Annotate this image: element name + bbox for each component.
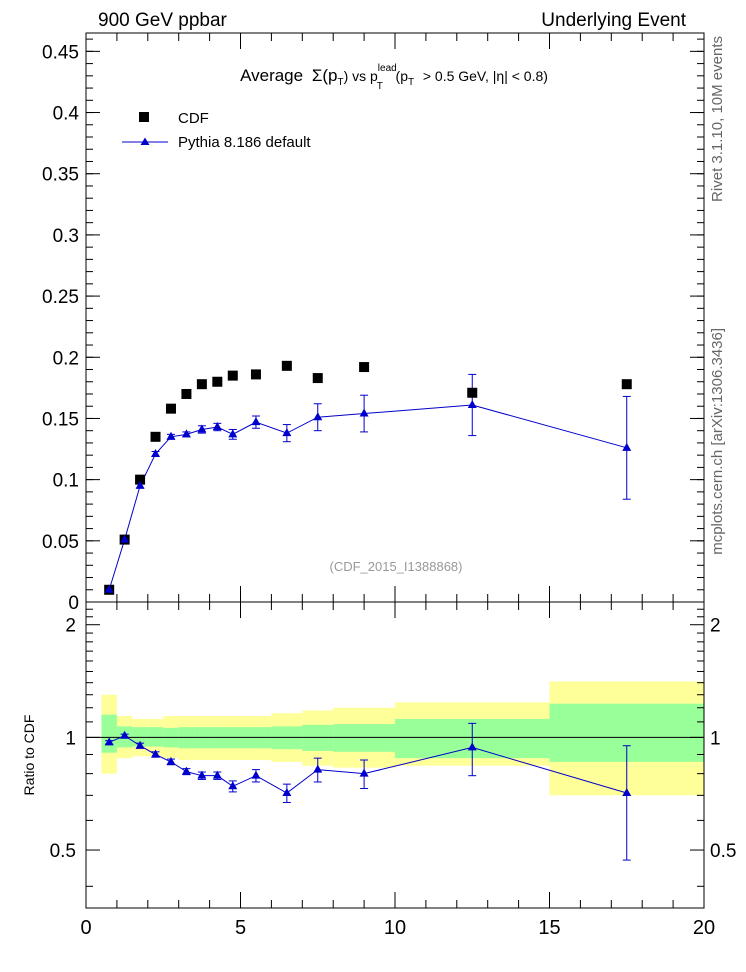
ratio-pythia-point <box>622 788 632 797</box>
ratio-ytick-label-right: 0.5 <box>710 841 736 862</box>
ratio-pythia-point <box>282 788 292 797</box>
main-ytick-label: 0.4 <box>53 104 80 125</box>
legend: CDF Pythia 8.186 default <box>122 110 311 151</box>
main-pythia-point <box>228 429 238 438</box>
main-marks <box>104 360 632 595</box>
main-pythia-point <box>212 422 222 431</box>
ratio-pythia-point <box>359 768 369 777</box>
ratio-pythia-point <box>228 781 238 790</box>
main-pythia-point <box>197 424 207 433</box>
title-cut-open: (p <box>396 68 409 84</box>
mcplots-label: mcplots.cern.ch [arXiv:1306.3436] <box>709 328 726 555</box>
main-cdf-point <box>196 379 207 390</box>
main-ytick-label: 0.15 <box>42 409 79 430</box>
title-sub-t1: T <box>337 77 343 88</box>
main-ytick-label: 0.3 <box>53 226 79 247</box>
main-pythia-point <box>359 408 369 417</box>
ratio-panel: 0.5 0.51 12 20 5 10 15 20 Ratio to CDF <box>21 601 736 939</box>
ratio-inner-band <box>132 727 148 747</box>
ratio-ytick-label-left: 1 <box>65 728 76 749</box>
ratio-pythia-point <box>181 766 191 775</box>
main-cdf-point <box>312 373 323 384</box>
ratio-ytick-label-left: 0.5 <box>50 841 76 862</box>
ratio-ytick-label-left: 2 <box>65 616 76 637</box>
ratio-xtick-label: 10 <box>384 917 406 939</box>
main-pythia-point <box>282 428 292 437</box>
ratio-xtick-label: 15 <box>538 917 560 939</box>
ratio-pythia-point <box>151 749 161 758</box>
main-cdf-point <box>359 362 370 373</box>
main-cdf-point <box>181 388 192 399</box>
main-pythia-point <box>251 417 261 426</box>
main-cdf-point <box>467 387 478 398</box>
title-average: Average <box>240 66 303 85</box>
main-panel: 0 0.05 0.1 0.15 0.2 0.25 0.3 0.35 0.4 0.45 Averag… <box>42 32 705 614</box>
main-pythia-point <box>104 584 114 593</box>
main-cdf-point <box>250 369 261 380</box>
ratio-inner-band <box>101 714 117 753</box>
ratio-xtick-label: 5 <box>235 917 246 939</box>
ratio-pythia-point <box>467 742 477 751</box>
ratio-pythia-point <box>104 737 114 746</box>
main-ytick-label: 0.05 <box>42 532 79 553</box>
ratio-pythia-point <box>212 770 222 779</box>
main-title: Average Σ(pT) vs plead T (pT > 0.5 GeV, |… <box>240 63 548 93</box>
collision-label: 900 GeV ppbar <box>98 10 228 31</box>
main-pythia-point <box>313 412 323 421</box>
main-ytick-label: 0 <box>68 593 79 614</box>
main-cdf-point <box>165 403 176 414</box>
ratio-ytick-label-right: 2 <box>710 616 721 637</box>
legend-label-pythia: Pythia 8.186 default <box>178 134 311 151</box>
analysis-watermark: (CDF_2015_I1388868) <box>330 559 463 574</box>
ratio-pythia-point <box>197 770 207 779</box>
main-ytick-label: 0.1 <box>53 471 79 492</box>
ratio-pythia-point <box>313 764 323 773</box>
rivet-label: Rivet 3.1.10, 10M events <box>709 36 726 202</box>
main-pythia-point <box>135 480 145 489</box>
legend-marker-cdf <box>139 112 149 122</box>
ratio-xtick-label: 20 <box>693 917 715 939</box>
main-cdf-point <box>227 370 238 381</box>
title-close: ) vs p <box>344 68 378 84</box>
ratio-pythia-point <box>135 740 145 749</box>
main-pythia-point <box>151 448 161 457</box>
main-ytick-label: 0.25 <box>42 287 79 308</box>
main-ytick-label: 0.2 <box>53 348 79 369</box>
ratio-inner-band <box>302 724 334 751</box>
ratio-ytick-label-right: 1 <box>710 728 721 749</box>
main-ytick-label: 0.45 <box>42 42 79 63</box>
title-sigma: Σ(p <box>312 66 338 85</box>
title-sub-t2: T <box>377 81 383 92</box>
ratio-ylabel: Ratio to CDF <box>21 715 37 796</box>
ratio-pythia-point <box>251 770 261 779</box>
main-pythia-point <box>622 442 632 451</box>
title-sup-lead: lead <box>378 63 397 74</box>
ratio-pythia-point <box>166 756 176 765</box>
title-cut-rest: > 0.5 GeV, |η| < 0.8) <box>423 68 548 84</box>
main-cdf-point <box>281 360 292 371</box>
main-pythia-point <box>181 429 191 438</box>
ratio-xtick-label: 0 <box>80 917 91 939</box>
ratio-axes: 0.5 0.51 12 20 5 10 15 20 <box>50 602 736 939</box>
main-pythia-point <box>120 534 130 543</box>
main-cdf-point <box>150 431 161 442</box>
main-ytick-label: 0.35 <box>42 165 79 186</box>
main-pythia-point <box>166 431 176 440</box>
main-cdf-point <box>621 379 632 390</box>
main-cdf-point <box>212 376 223 387</box>
title-sub-t3: T <box>408 77 414 88</box>
main-cdf-point <box>135 474 146 485</box>
main-pythia-point <box>467 399 477 408</box>
ratio-marks <box>86 681 704 861</box>
legend-marker-pythia <box>140 137 150 145</box>
ratio-inner-band <box>147 727 164 747</box>
ratio-pythia-point <box>120 730 130 739</box>
main-axes: 0 0.05 0.1 0.15 0.2 0.25 0.3 0.35 0.4 0.45 <box>42 33 705 614</box>
legend-label-cdf: CDF <box>178 110 209 127</box>
ratio-inner-band <box>333 724 395 752</box>
process-label: Underlying Event <box>541 10 686 31</box>
